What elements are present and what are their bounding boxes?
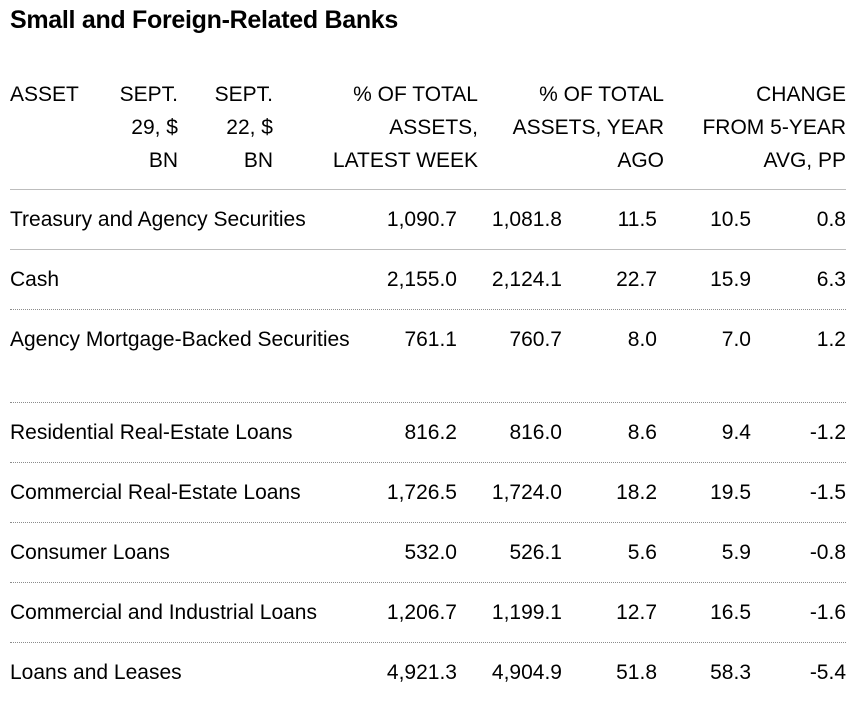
- cell-sept22: 1,199.1: [491, 601, 562, 624]
- cell-sept29: 532.0: [404, 541, 457, 564]
- asset-name: Commercial and Industrial Loans: [10, 601, 317, 624]
- header-change: CHANGE FROM 5-YEAR AVG, PP: [702, 83, 846, 172]
- header-sept22: SEPT. 22, $ BN: [214, 83, 273, 172]
- table-title: Small and Foreign-Related Banks: [10, 6, 399, 34]
- cell-change: -1.2: [809, 421, 846, 444]
- cell-pct-latest: 8.6: [627, 421, 657, 444]
- cell-pct-latest: 22.7: [616, 268, 657, 291]
- cell-sept29: 1,206.7: [386, 601, 457, 624]
- header-divider: [10, 189, 846, 190]
- cell-pct-year-ago: 9.4: [721, 421, 751, 444]
- cell-sept29: 4,921.3: [386, 661, 457, 684]
- cell-sept22: 4,904.9: [491, 661, 562, 684]
- cell-change: -1.5: [809, 481, 846, 504]
- cell-sept29: 2,155.0: [386, 268, 457, 291]
- asset-name: Agency Mortgage-Backed Securities: [10, 328, 350, 351]
- row-divider: [10, 522, 846, 523]
- cell-pct-latest: 12.7: [616, 601, 657, 624]
- cell-sept22: 526.1: [509, 541, 562, 564]
- cell-sept29: 761.1: [404, 328, 457, 351]
- cell-pct-year-ago: 19.5: [710, 481, 751, 504]
- asset-name: Consumer Loans: [10, 541, 170, 564]
- cell-pct-year-ago: 10.5: [710, 208, 751, 231]
- cell-pct-year-ago: 15.9: [710, 268, 751, 291]
- row-divider: [10, 402, 846, 403]
- row-divider: [10, 309, 846, 310]
- cell-sept22: 816.0: [509, 421, 562, 444]
- cell-pct-latest: 5.6: [627, 541, 657, 564]
- cell-sept29: 1,726.5: [386, 481, 457, 504]
- cell-pct-latest: 18.2: [616, 481, 657, 504]
- cell-change: 1.2: [816, 328, 846, 351]
- asset-name: Treasury and Agency Securities: [10, 208, 306, 231]
- asset-name: Residential Real-Estate Loans: [10, 421, 293, 444]
- header-asset: ASSET: [10, 83, 79, 106]
- cell-pct-year-ago: 5.9: [721, 541, 751, 564]
- cell-pct-year-ago: 58.3: [710, 661, 751, 684]
- asset-name: Cash: [10, 268, 60, 291]
- header-sept29: SEPT. 29, $ BN: [119, 83, 178, 172]
- cell-pct-latest: 51.8: [616, 661, 657, 684]
- cell-change: -0.8: [809, 541, 846, 564]
- row-divider: [10, 582, 846, 583]
- cell-change: 6.3: [816, 268, 846, 291]
- cell-sept29: 816.2: [404, 421, 457, 444]
- cell-pct-latest: 11.5: [617, 208, 657, 231]
- row-divider: [10, 642, 846, 643]
- row-divider: [10, 249, 846, 250]
- cell-sept22: 1,081.8: [491, 208, 562, 231]
- cell-change: 0.8: [816, 208, 846, 231]
- asset-name: Loans and Leases: [10, 661, 182, 684]
- cell-sept22: 2,124.1: [491, 268, 562, 291]
- cell-sept22: 1,724.0: [491, 481, 562, 504]
- cell-sept22: 760.7: [509, 328, 562, 351]
- cell-sept29: 1,090.7: [386, 208, 457, 231]
- cell-pct-year-ago: 16.5: [710, 601, 751, 624]
- asset-name: Commercial Real-Estate Loans: [10, 481, 301, 504]
- header-pct-year-ago: % OF TOTAL ASSETS, YEAR AGO: [512, 83, 664, 172]
- cell-change: -5.4: [809, 661, 846, 684]
- cell-pct-year-ago: 7.0: [721, 328, 751, 351]
- row-divider: [10, 462, 846, 463]
- cell-pct-latest: 8.0: [627, 328, 657, 351]
- cell-change: -1.6: [809, 601, 846, 624]
- header-pct-latest: % OF TOTAL ASSETS, LATEST WEEK: [332, 83, 478, 172]
